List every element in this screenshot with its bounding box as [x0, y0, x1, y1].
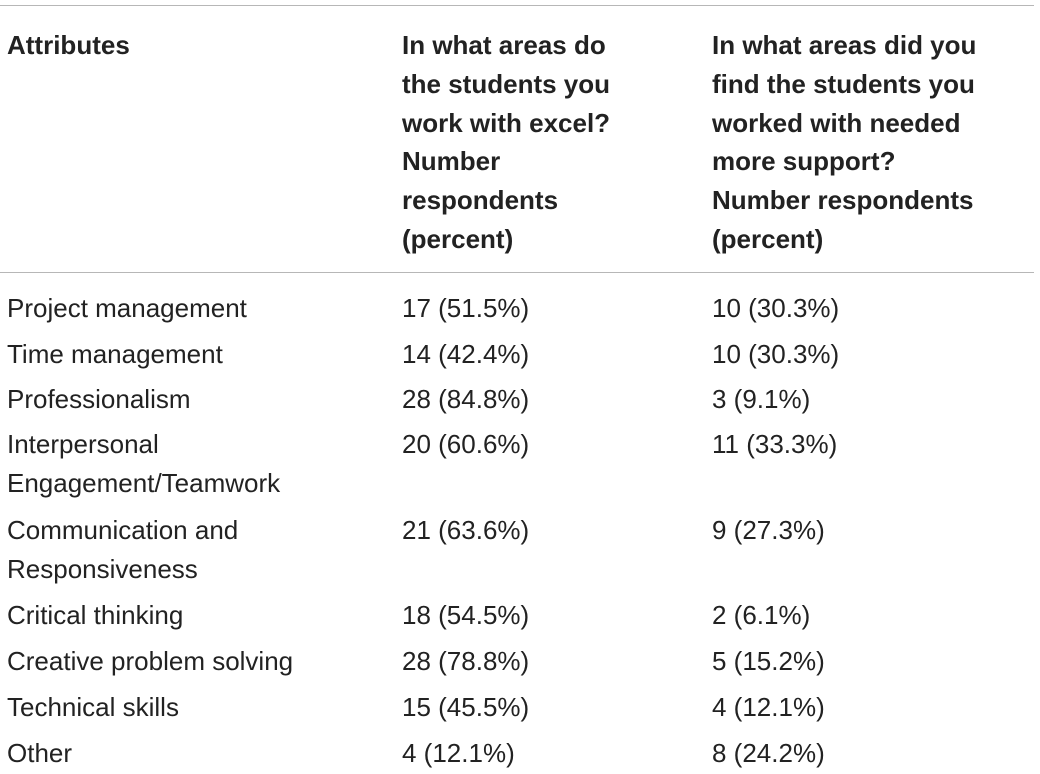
- table-row: Other 4 (12.1%) 8 (24.2%): [0, 734, 1040, 774]
- table-row: Technical skills 15 (45.5%) 4 (12.1%): [0, 688, 1040, 734]
- attribute-cell: Interpersonal Engagement/Teamwork: [7, 429, 281, 498]
- header-support-areas: In what areas did you find the students …: [712, 30, 977, 254]
- table-row: Creative problem solving 28 (78.8%) 5 (1…: [0, 642, 1040, 688]
- table-row: Project management 17 (51.5%) 10 (30.3%): [0, 289, 1040, 335]
- support-cell: 4 (12.1%): [712, 692, 825, 722]
- excel-cell: 20 (60.6%): [402, 429, 530, 459]
- support-cell: 9 (27.3%): [712, 515, 825, 545]
- support-cell: 10 (30.3%): [712, 293, 840, 323]
- support-cell: 2 (6.1%): [712, 600, 811, 630]
- table-row: Critical thinking 18 (54.5%) 2 (6.1%): [0, 596, 1040, 642]
- excel-cell: 14 (42.4%): [402, 339, 530, 369]
- attribute-cell: Other: [7, 738, 73, 768]
- support-cell: 11 (33.3%): [712, 429, 838, 459]
- excel-cell: 18 (54.5%): [402, 600, 530, 630]
- table-row: Time management 14 (42.4%) 10 (30.3%): [0, 335, 1040, 380]
- attribute-cell: Creative problem solving: [7, 646, 294, 676]
- support-cell: 10 (30.3%): [712, 339, 840, 369]
- header-excel-areas: In what areas do the students you work w…: [402, 30, 611, 254]
- excel-cell: 28 (78.8%): [402, 646, 530, 676]
- table-body: Project management 17 (51.5%) 10 (30.3%)…: [0, 289, 1040, 774]
- attribute-cell: Communication and Responsiveness: [7, 515, 239, 584]
- table-top-rule: [0, 5, 1034, 6]
- excel-cell: 17 (51.5%): [402, 293, 530, 323]
- header-attributes: Attributes: [7, 30, 130, 60]
- table-header-rule: [0, 272, 1034, 273]
- attribute-cell: Project management: [7, 293, 247, 323]
- attribute-cell: Technical skills: [7, 692, 179, 722]
- attribute-cell: Professionalism: [7, 384, 191, 414]
- table-header: Attributes In what areas do the students…: [0, 26, 1040, 266]
- table-row: Professionalism 28 (84.8%) 3 (9.1%): [0, 380, 1040, 425]
- excel-cell: 28 (84.8%): [402, 384, 530, 414]
- table-row: Interpersonal Engagement/Teamwork 20 (60…: [0, 425, 1040, 511]
- attribute-cell: Time management: [7, 339, 223, 369]
- excel-cell: 4 (12.1%): [402, 738, 515, 768]
- support-cell: 5 (15.2%): [712, 646, 825, 676]
- excel-cell: 15 (45.5%): [402, 692, 530, 722]
- support-cell: 3 (9.1%): [712, 384, 811, 414]
- table-row: Communication and Responsiveness 21 (63.…: [0, 511, 1040, 596]
- attribute-cell: Critical thinking: [7, 600, 184, 630]
- excel-cell: 21 (63.6%): [402, 515, 530, 545]
- support-cell: 8 (24.2%): [712, 738, 825, 768]
